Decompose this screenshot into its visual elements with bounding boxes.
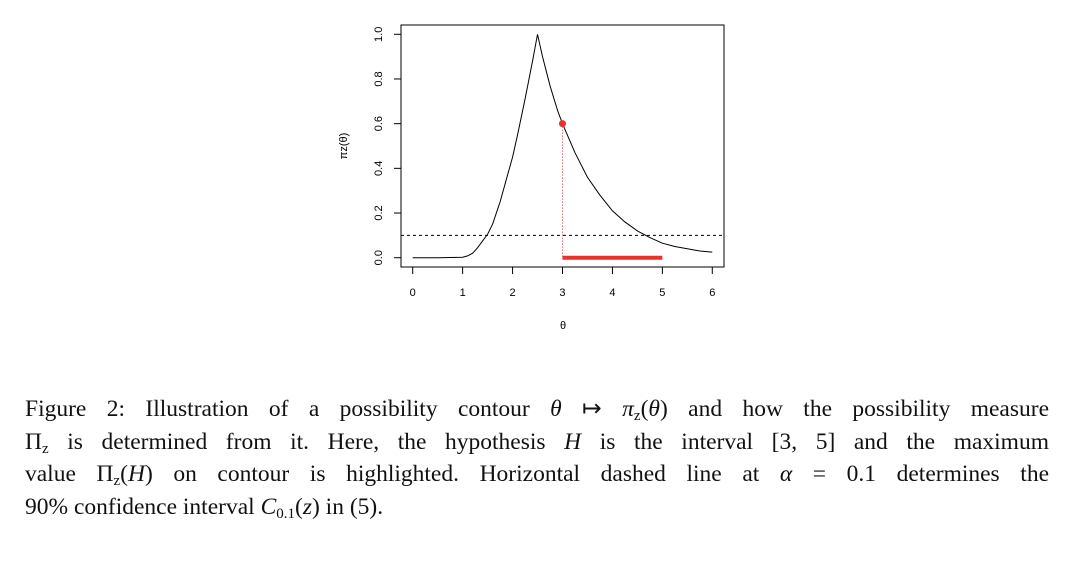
caption-text: H xyxy=(564,428,582,455)
x-tick-label: 4 xyxy=(609,287,615,299)
caption-text: Figure 2: Illustration of a possibility … xyxy=(25,396,551,422)
plot-frame xyxy=(400,24,725,268)
caption-text: C xyxy=(260,493,277,520)
caption-text: Π xyxy=(25,428,42,455)
caption-text: ) and how the possibility measure xyxy=(659,396,1049,422)
caption-text: ( xyxy=(295,493,303,520)
y-tick-label: 0.4 xyxy=(373,161,385,176)
caption-text: is the interval [3, 5] and the maximum xyxy=(581,428,1049,455)
caption-line: value Πz(H) on contour is highlighted. H… xyxy=(25,458,1049,491)
y-tick-label: 0.6 xyxy=(373,116,385,131)
caption-text: z xyxy=(41,440,49,457)
contour-curve xyxy=(412,34,713,259)
highlight-point xyxy=(558,120,566,128)
y-tick-label: 0.8 xyxy=(373,71,385,86)
x-axis-label: θ xyxy=(560,320,566,332)
caption-text: ) in (5). xyxy=(311,493,384,520)
caption-text: α xyxy=(779,461,793,487)
caption-text: = 0.1 determines the xyxy=(792,461,1049,487)
caption-text: ) on contour is highlighted. Horizontal … xyxy=(144,461,780,487)
y-tick-label: 0.2 xyxy=(373,205,385,220)
caption-text: θ xyxy=(648,396,660,422)
caption-text: is determined from it. Here, the hypothe… xyxy=(48,428,565,455)
caption-text: H xyxy=(127,461,145,487)
caption-text: value Π xyxy=(25,461,114,487)
caption-line: Figure 2: Illustration of a possibility … xyxy=(25,393,1049,426)
caption-text: ↦ xyxy=(561,396,623,422)
caption-line: Πz is determined from it. Here, the hypo… xyxy=(25,426,1049,459)
x-tick-label: 2 xyxy=(509,287,515,299)
y-axis-label: πz(θ) xyxy=(338,133,350,160)
y-tick-label: 0.0 xyxy=(373,250,385,265)
caption-text: z xyxy=(113,473,121,489)
possibility-contour-plot: 0 1 2 3 4 5 6 0.0 0.2 0.4 0.6 0.8 1.0 θ πz(θ) xyxy=(338,24,725,332)
x-tick-label: 0 xyxy=(410,287,416,299)
caption-text: θ xyxy=(550,396,562,422)
figure-caption: Figure 2: Illustration of a possibility … xyxy=(25,393,1049,523)
x-tick-label: 3 xyxy=(559,287,565,299)
caption-text: z xyxy=(633,408,641,424)
x-tick-label: 6 xyxy=(709,287,715,299)
caption-text: π xyxy=(622,396,634,422)
caption-text: 90% confidence interval xyxy=(25,493,261,520)
caption-text: z xyxy=(302,493,312,520)
x-tick-label: 1 xyxy=(460,287,466,299)
x-tick-label: 5 xyxy=(659,287,665,299)
caption-line: 90% confidence interval C0.1(z) in (5). xyxy=(25,491,1049,524)
caption-text: ( xyxy=(640,396,649,422)
caption-text: ( xyxy=(120,461,128,487)
y-tick-label: 1.0 xyxy=(373,27,385,42)
caption-text: 0.1 xyxy=(276,505,295,522)
